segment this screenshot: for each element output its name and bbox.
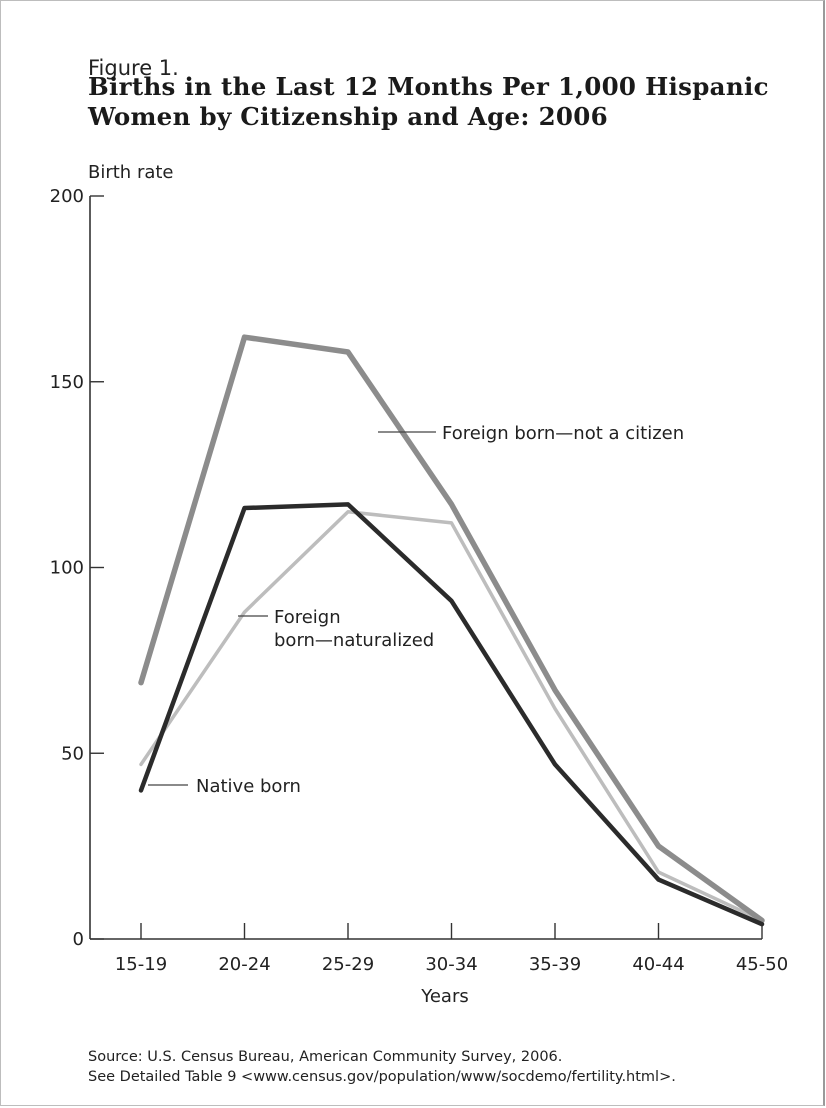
series-line-foreign-naturalized bbox=[139, 510, 764, 923]
y-tick-label: 150 bbox=[50, 372, 84, 393]
x-tick-label: 30-34 bbox=[425, 954, 477, 975]
annotation-native-born-text: Native born bbox=[196, 776, 301, 797]
y-axis-label: Birth rate bbox=[88, 162, 174, 183]
annotation-foreign-not-citizen-text: Foreign born—not a citizen bbox=[442, 423, 684, 444]
annotation-foreign-naturalized-text: born—naturalized bbox=[274, 630, 434, 651]
y-tick-label: 200 bbox=[50, 186, 84, 207]
chart-title-line-1: Births in the Last 12 Months Per 1,000 H… bbox=[88, 72, 769, 101]
source-line-2: See Detailed Table 9 <www.census.gov/pop… bbox=[88, 1069, 676, 1085]
source-note: Source: U.S. Census Bureau, American Com… bbox=[88, 1047, 676, 1087]
annotation-foreign-naturalized-text: Foreign bbox=[274, 607, 341, 628]
x-axis-label: Years bbox=[420, 986, 469, 1007]
chart-title: Births in the Last 12 Months Per 1,000 H… bbox=[88, 72, 788, 132]
x-tick-label: 35-39 bbox=[529, 954, 581, 975]
axes: 0 50 100 150 200 15-19 20-24 25-29 30-34 35-39 40-… bbox=[50, 186, 789, 975]
line-chart: 0 50 100 150 200 15-19 20-24 25-29 30-34 35-39 40-… bbox=[50, 186, 789, 1007]
figure-label: Figure 1. bbox=[88, 56, 179, 80]
x-tick-label: 20-24 bbox=[218, 954, 270, 975]
y-tick-label: 0 bbox=[73, 929, 84, 950]
chart-title-line-2: Women by Citizenship and Age: 2006 bbox=[88, 102, 608, 131]
x-tick-label: 45-50 bbox=[736, 954, 788, 975]
x-tick-label: 15-19 bbox=[115, 954, 167, 975]
series-lines bbox=[138, 334, 765, 927]
x-tick-label: 40-44 bbox=[632, 954, 684, 975]
source-line-1: Source: U.S. Census Bureau, American Com… bbox=[88, 1049, 563, 1065]
x-tick-label: 25-29 bbox=[322, 954, 374, 975]
y-tick-label: 50 bbox=[61, 743, 84, 764]
annotations: Foreign born—not a citizen Foreignborn—na… bbox=[148, 423, 684, 797]
series-line-foreign-not-citizen bbox=[138, 334, 765, 924]
y-tick-label: 100 bbox=[50, 558, 84, 579]
series-line-native-born bbox=[138, 502, 765, 927]
